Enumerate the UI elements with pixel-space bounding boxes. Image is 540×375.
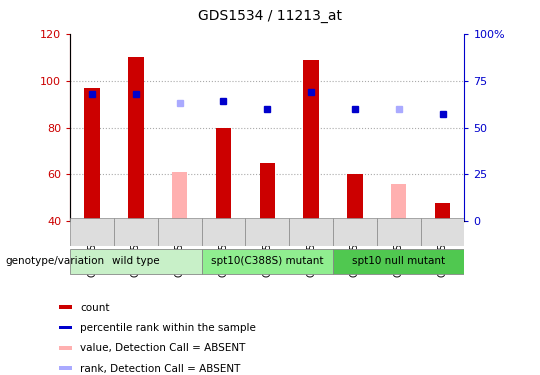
Bar <box>70 249 201 274</box>
Bar <box>201 217 245 246</box>
Text: rank, Detection Call = ABSENT: rank, Detection Call = ABSENT <box>80 364 240 374</box>
Bar <box>289 217 333 246</box>
Bar <box>216 128 231 221</box>
Bar <box>59 346 72 350</box>
Bar <box>114 217 158 246</box>
Bar <box>347 174 362 221</box>
Bar <box>245 217 289 246</box>
Bar <box>172 172 187 221</box>
Text: value, Detection Call = ABSENT: value, Detection Call = ABSENT <box>80 344 246 354</box>
Bar <box>70 217 114 246</box>
Text: GDS1534 / 11213_at: GDS1534 / 11213_at <box>198 9 342 23</box>
Bar <box>158 217 201 246</box>
Bar <box>59 305 72 309</box>
Bar <box>59 366 72 370</box>
Bar <box>333 249 464 274</box>
Text: spt10 null mutant: spt10 null mutant <box>352 256 446 266</box>
Text: genotype/variation: genotype/variation <box>5 256 105 266</box>
Text: wild type: wild type <box>112 256 160 266</box>
Text: count: count <box>80 303 110 313</box>
Bar <box>377 217 421 246</box>
Bar <box>303 60 319 221</box>
Bar <box>391 184 407 221</box>
Bar <box>59 326 72 329</box>
Bar <box>421 217 464 246</box>
Text: percentile rank within the sample: percentile rank within the sample <box>80 323 256 333</box>
Bar <box>128 57 144 221</box>
Bar <box>84 88 100 221</box>
Bar <box>435 202 450 221</box>
Bar <box>260 163 275 221</box>
Bar <box>333 217 377 246</box>
Text: spt10(C388S) mutant: spt10(C388S) mutant <box>211 256 323 266</box>
Bar <box>201 249 333 274</box>
